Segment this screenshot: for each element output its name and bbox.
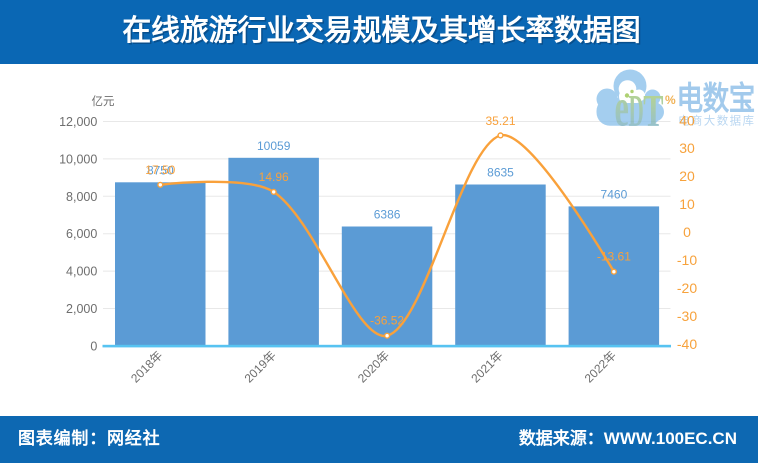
- svg-text:2020年: 2020年: [355, 348, 392, 385]
- svg-text:10: 10: [679, 196, 695, 212]
- svg-text:7460: 7460: [601, 188, 628, 202]
- svg-text:6,000: 6,000: [66, 227, 97, 241]
- svg-text:e: e: [615, 77, 629, 138]
- svg-text:亿元: 亿元: [92, 95, 115, 108]
- svg-text:2019年: 2019年: [242, 348, 279, 385]
- svg-text:2,000: 2,000: [66, 302, 97, 316]
- svg-text:%: %: [665, 93, 676, 107]
- svg-text:10059: 10059: [257, 139, 291, 153]
- svg-text:8750: 8750: [147, 164, 174, 178]
- svg-text:0: 0: [90, 339, 97, 353]
- svg-text:-36.52: -36.52: [370, 314, 404, 328]
- svg-text:-20: -20: [677, 280, 697, 296]
- svg-text:8635: 8635: [487, 166, 514, 180]
- svg-text:0: 0: [683, 224, 691, 240]
- svg-text:35.21: 35.21: [485, 114, 515, 128]
- svg-text:10,000: 10,000: [59, 152, 97, 166]
- svg-text:14.96: 14.96: [259, 170, 289, 184]
- svg-text:2022年: 2022年: [582, 348, 619, 385]
- svg-text:2018年: 2018年: [128, 348, 165, 385]
- svg-text:电商大数据库: 电商大数据库: [678, 114, 755, 128]
- svg-text:6386: 6386: [374, 208, 401, 222]
- svg-text:-30: -30: [677, 308, 697, 324]
- svg-text:-40: -40: [677, 336, 697, 352]
- svg-text:30: 30: [679, 140, 695, 156]
- svg-text:T: T: [643, 86, 663, 137]
- svg-text:电数宝: 电数宝: [677, 80, 755, 117]
- svg-text:-10: -10: [677, 252, 697, 268]
- svg-text:20: 20: [679, 168, 695, 184]
- svg-text:-13.61: -13.61: [597, 250, 631, 264]
- svg-text:40: 40: [679, 112, 695, 128]
- svg-text:4,000: 4,000: [66, 265, 97, 279]
- svg-text:2021年: 2021年: [468, 348, 505, 385]
- svg-text:D: D: [629, 85, 644, 136]
- svg-text:17.50: 17.50: [145, 163, 175, 177]
- svg-text:12,000: 12,000: [59, 115, 97, 129]
- svg-text:8,000: 8,000: [66, 190, 97, 204]
